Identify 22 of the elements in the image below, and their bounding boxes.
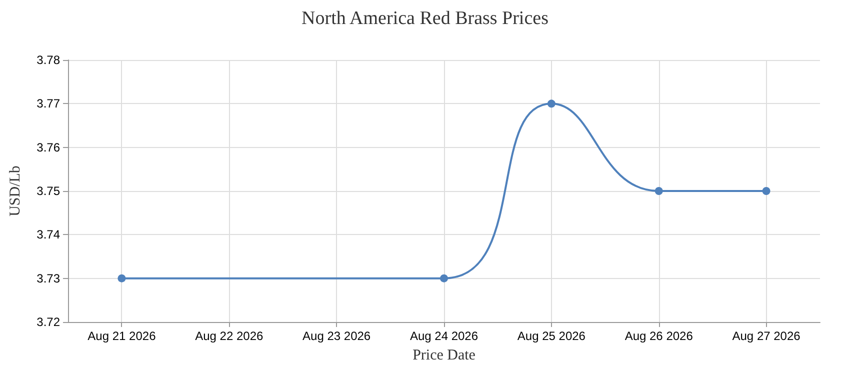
y-tick-label: 3.72 xyxy=(36,315,60,329)
y-tick-label: 3.74 xyxy=(36,228,60,242)
x-tick-label: Aug 22 2026 xyxy=(195,329,264,343)
chart-title: North America Red Brass Prices xyxy=(302,8,548,29)
y-axis-title: USD/Lb xyxy=(8,166,24,216)
x-tick-label: Aug 24 2026 xyxy=(410,329,478,343)
point xyxy=(118,274,126,282)
y-tick-label: 3.77 xyxy=(36,96,60,111)
point xyxy=(547,100,556,108)
y-tick-label: 3.73 xyxy=(36,271,60,286)
x-tick-label: Aug 21 2026 xyxy=(88,329,156,343)
point xyxy=(440,274,448,282)
x-tick-label: Aug 26 2026 xyxy=(624,329,694,343)
x-tick-label: Aug 25 2026 xyxy=(517,329,586,343)
point xyxy=(762,187,770,195)
x-axis-title: Price Date xyxy=(412,348,476,364)
x-tick-label: Aug 27 2026 xyxy=(732,329,801,343)
x-tick-label: Aug 23 2026 xyxy=(302,329,371,343)
point xyxy=(654,187,663,195)
y-tick-label: 3.78 xyxy=(36,53,60,67)
y-tick-label: 3.75 xyxy=(36,184,60,198)
y-tick-label: 3.76 xyxy=(36,140,60,154)
